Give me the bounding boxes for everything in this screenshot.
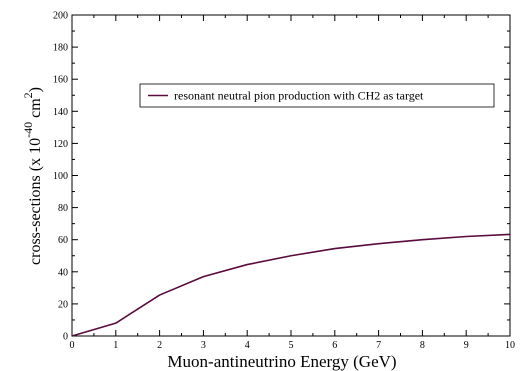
y-tick-label: 20 [58,299,68,310]
y-tick-label: 120 [53,139,68,150]
x-tick-label: 2 [157,340,162,351]
x-tick-label: 10 [505,340,515,351]
y-tick-label: 100 [53,171,68,182]
y-axis-title-prefix: cross-sections (x 10 [27,138,44,265]
series-line [71,233,511,337]
y-tick-label: 140 [53,107,68,118]
y-tick-label: 180 [53,43,68,54]
x-axis-title: Muon-antineutrino Energy (GeV) [167,352,396,371]
y-axis-title-exp1: -40 [21,122,35,138]
y-tick-label: 80 [58,203,68,214]
legend-label: resonant neutral pion production with CH… [174,89,424,103]
y-tick-label: 60 [58,235,68,246]
axis-ticks [71,14,511,337]
x-tick-label: 5 [289,340,294,351]
y-tick-label: 200 [53,11,68,22]
y-tick-label: 40 [58,267,68,278]
x-tick-label: 8 [420,340,425,351]
x-tick-label: 3 [201,340,206,351]
y-axis-title-exp2: 2 [21,92,35,98]
x-tick-label: 7 [376,340,381,351]
legend: resonant neutral pion production with CH… [139,83,495,108]
x-tick-label: 0 [70,340,75,351]
x-tick-label: 1 [113,340,118,351]
y-axis-title-suffix: ) [27,87,44,92]
series-layer [71,233,511,337]
y-tick-label: 0 [63,332,68,343]
y-axis-title: cross-sections (x 10-40 cm2) [21,87,44,265]
legend-box [139,83,495,108]
y-tick-label: 160 [53,75,68,86]
plot-frame [71,14,511,337]
x-tick-label: 6 [332,340,337,351]
x-tick-label: 4 [245,340,250,351]
y-axis-title-mid: cm [27,98,44,122]
x-tick-label: 9 [464,340,469,351]
